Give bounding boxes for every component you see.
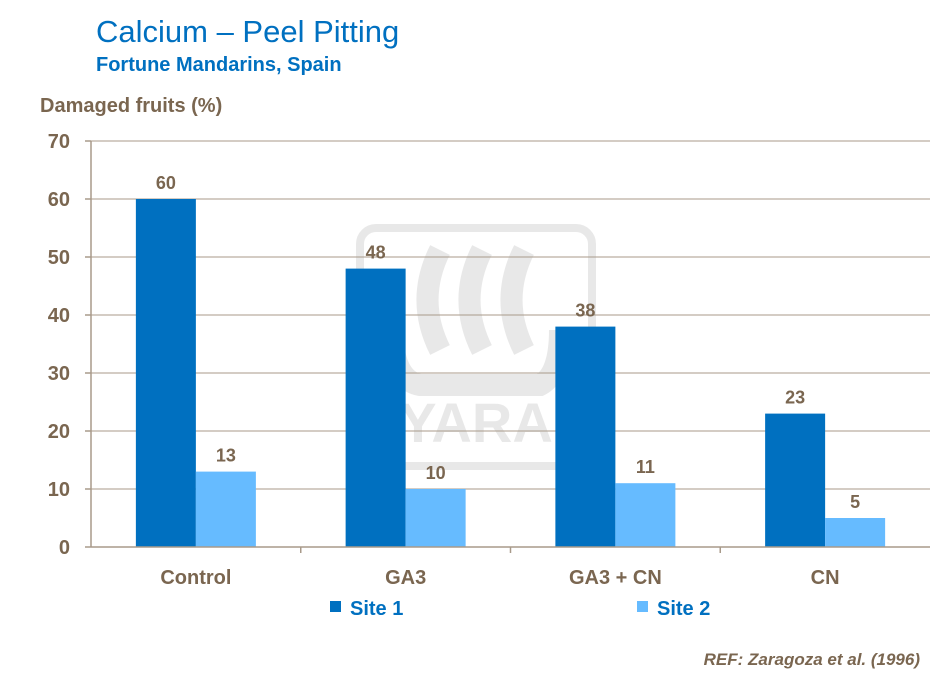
bar-site-1	[345, 268, 406, 547]
y-tick-label: 0	[59, 537, 70, 559]
y-tick-label: 20	[48, 421, 70, 443]
legend-label: Site 2	[657, 598, 710, 620]
chart-title: Calcium – Peel Pitting	[96, 14, 400, 49]
legend-label: Site 1	[350, 598, 403, 620]
bar-site-1	[765, 413, 826, 547]
x-tick-label: Control	[160, 567, 231, 589]
reference-note: REF: Zaragoza et al. (1996)	[703, 650, 920, 669]
y-tick-label: 10	[48, 479, 70, 501]
bar-site-1	[135, 199, 196, 547]
chart-subtitle: Fortune Mandarins, Spain	[96, 54, 342, 76]
x-tick-label: CN	[811, 567, 840, 589]
x-tick-label: GA3 + CN	[569, 567, 662, 589]
data-label: 10	[426, 463, 446, 483]
legend-swatch	[330, 601, 341, 612]
bar-site-2	[825, 518, 886, 547]
data-label: 48	[366, 243, 386, 263]
bar-site-2	[405, 489, 466, 547]
y-tick-label: 40	[48, 305, 70, 327]
watermark-text: YARA	[399, 391, 553, 454]
y-axis-label: Damaged fruits (%)	[40, 95, 223, 117]
legend-swatch	[637, 601, 648, 612]
y-tick-label: 60	[48, 189, 70, 211]
bar-site-2	[195, 471, 256, 547]
data-label: 5	[850, 492, 860, 512]
data-label: 38	[575, 301, 595, 321]
data-label: 60	[156, 173, 176, 193]
bar-site-1	[555, 326, 616, 547]
x-tick-label: GA3	[385, 567, 426, 589]
y-tick-label: 50	[48, 247, 70, 269]
y-tick-label: 30	[48, 363, 70, 385]
bar-site-2	[615, 483, 676, 547]
y-tick-label: 70	[48, 131, 70, 153]
data-label: 13	[216, 446, 236, 466]
data-label: 11	[636, 457, 655, 477]
data-label: 23	[785, 388, 805, 408]
